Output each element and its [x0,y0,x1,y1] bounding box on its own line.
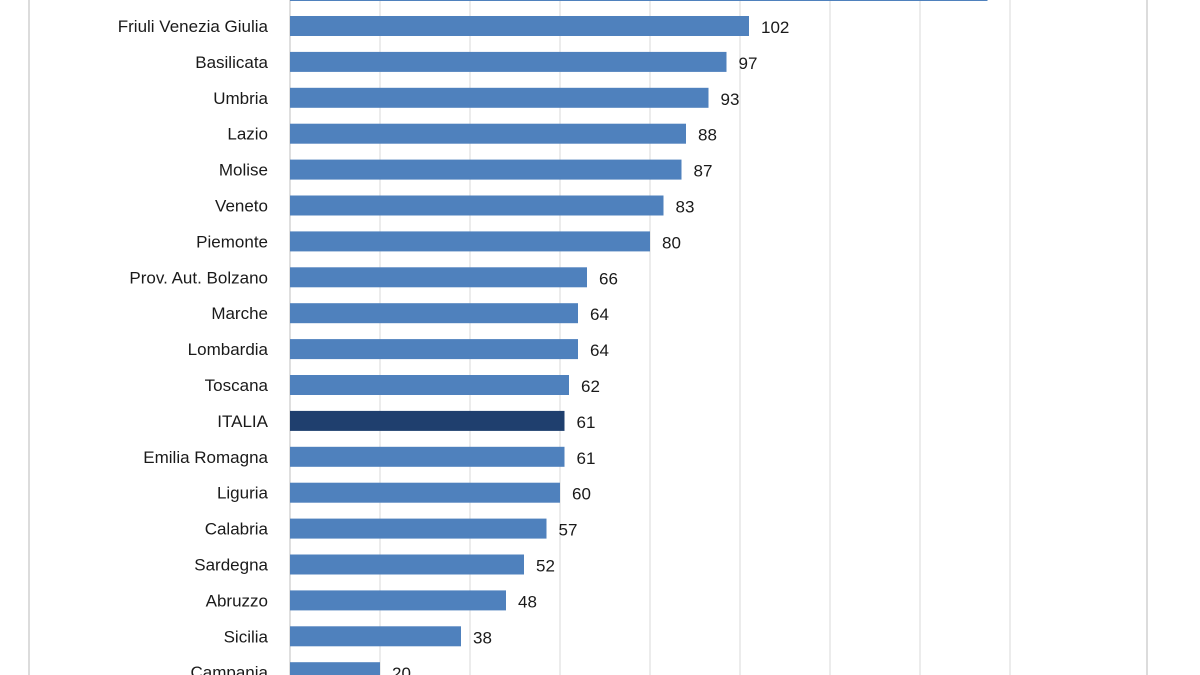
category-label: Liguria [217,484,269,503]
data-label: 38 [473,628,492,647]
bar [290,554,524,575]
category-label: Piemonte [196,232,268,251]
category-label: Molise [219,161,268,180]
bar [290,518,547,539]
bar [290,626,461,647]
data-label: 62 [581,377,600,396]
data-label: 80 [662,233,681,252]
bar [290,662,380,675]
data-label: 64 [590,305,609,324]
bar [290,303,578,324]
category-label: Lazio [227,125,268,144]
bar-cropped-top [290,0,988,1]
data-label: 52 [536,557,555,576]
data-label: 20 [392,664,411,675]
category-label: Friuli Venezia Giulia [118,17,269,36]
data-label: 57 [559,521,578,540]
bar [290,231,650,252]
data-label: 66 [599,269,618,288]
data-label: 93 [721,90,740,109]
category-label: Toscana [205,376,269,395]
category-label: Abruzzo [206,591,268,610]
category-label: Marche [211,304,268,323]
data-label: 87 [694,162,713,181]
data-label: 48 [518,592,537,611]
category-label: Sardegna [194,556,268,575]
data-label: 88 [698,126,717,145]
data-label: 97 [739,54,758,73]
data-label: 64 [590,341,609,360]
bar [290,123,686,144]
data-label: 60 [572,485,591,504]
category-label: Calabria [205,520,269,539]
category-label: Veneto [215,197,268,216]
data-label: 61 [577,413,596,432]
bar [290,410,565,431]
bar [290,51,727,72]
data-label: 83 [676,198,695,217]
bar [290,590,506,611]
category-label: Basilicata [195,53,268,72]
data-label: 102 [761,18,789,37]
bar [290,87,709,108]
bar [290,267,587,288]
category-label: Lombardia [188,340,269,359]
category-label: ITALIA [217,412,268,431]
category-label: Sicilia [224,627,269,646]
category-label: Campania [191,663,269,675]
data-label: 61 [577,449,596,468]
bar [290,195,664,216]
bar [290,16,749,36]
category-label: Umbria [213,89,268,108]
bar [290,339,578,360]
bar [290,446,565,467]
bar [290,375,569,395]
bar [290,159,682,180]
category-label: Emilia Romagna [143,448,268,467]
bar [290,482,560,503]
category-label: Prov. Aut. Bolzano [129,268,268,287]
